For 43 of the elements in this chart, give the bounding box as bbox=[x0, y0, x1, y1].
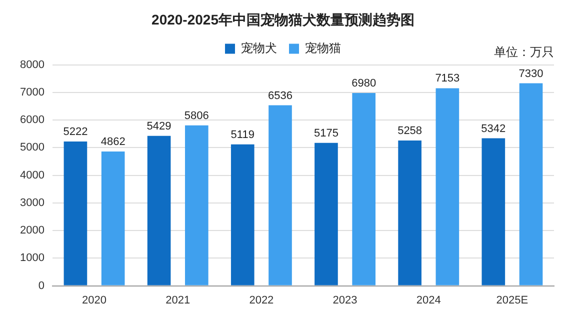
data-label: 5175 bbox=[314, 127, 338, 140]
x-tick-label: 2020 bbox=[82, 294, 107, 306]
y-tick-label: 4000 bbox=[20, 169, 44, 182]
x-tick-label: 2024 bbox=[416, 294, 441, 306]
bar bbox=[185, 125, 208, 286]
bar bbox=[352, 92, 376, 286]
data-label: 5258 bbox=[398, 125, 422, 138]
chart-title: 2020-2025年中国宠物猫犬数量预测趋势图 bbox=[152, 11, 414, 28]
bar bbox=[230, 144, 254, 286]
y-tick-label: 0 bbox=[38, 280, 44, 292]
data-label: 5222 bbox=[63, 126, 88, 138]
text: 单位：万只 bbox=[494, 45, 554, 60]
x-tick-label: 2022 bbox=[249, 294, 274, 306]
data-label: 5806 bbox=[184, 110, 209, 122]
data-label: 7330 bbox=[518, 68, 544, 80]
bar bbox=[519, 83, 543, 286]
bar bbox=[64, 142, 88, 286]
y-tick-label: 2000 bbox=[20, 224, 44, 237]
legend-label: 宠物猫 bbox=[305, 41, 341, 56]
bar bbox=[482, 138, 506, 286]
data-label: 6536 bbox=[268, 90, 292, 102]
bar bbox=[268, 105, 292, 286]
bar bbox=[436, 88, 460, 286]
y-tick-label: 1000 bbox=[20, 252, 44, 264]
y-tick-label: 6000 bbox=[20, 114, 44, 126]
x-tick-label: 2021 bbox=[166, 294, 190, 306]
data-label: 5429 bbox=[146, 120, 172, 132]
bar bbox=[101, 151, 125, 286]
bar bbox=[314, 142, 338, 286]
bar bbox=[147, 136, 171, 286]
legend-label: 宠物犬 bbox=[241, 41, 277, 56]
data-label: 5342 bbox=[481, 122, 506, 135]
data-label: 6980 bbox=[352, 78, 376, 90]
data-label: 4862 bbox=[100, 136, 126, 148]
x-tick-label: 2023 bbox=[332, 294, 358, 306]
bar bbox=[398, 140, 422, 286]
data-label: 7153 bbox=[435, 72, 460, 85]
x-tick-label: 2025E bbox=[496, 294, 528, 306]
y-tick-label: 5000 bbox=[20, 142, 44, 154]
y-tick-label: 7000 bbox=[20, 86, 44, 98]
y-tick-label: 8000 bbox=[20, 58, 44, 71]
data-label: 5119 bbox=[230, 128, 254, 141]
y-tick-label: 3000 bbox=[20, 196, 44, 209]
